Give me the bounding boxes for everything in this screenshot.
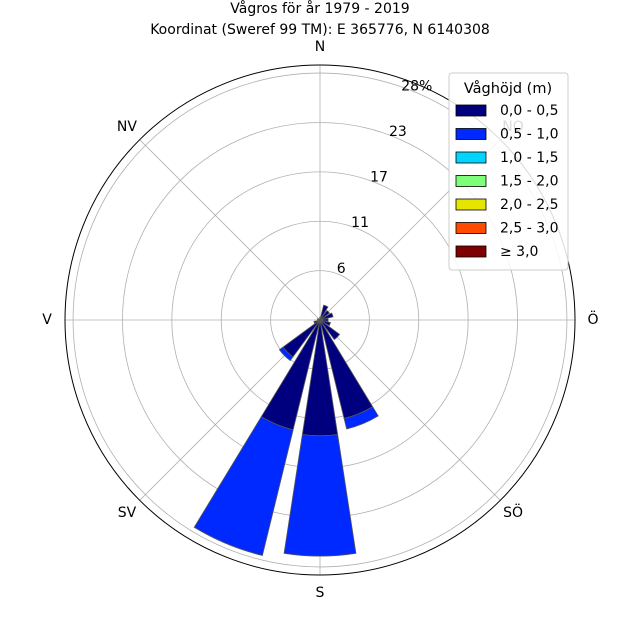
radial-tick-label: 6 bbox=[337, 261, 346, 277]
chart-subtitle: Koordinat (Sweref 99 TM): E 365776, N 61… bbox=[150, 22, 490, 38]
direction-label: SÖ bbox=[503, 503, 523, 521]
legend-items: 0,0 - 0,5 0,5 - 1,0 1,0 - 1,5 1,5 - 2,0 2,0 … bbox=[455, 103, 558, 260]
legend-swatch bbox=[455, 198, 487, 211]
grid-spoke bbox=[139, 139, 321, 321]
direction-label: V bbox=[42, 312, 52, 328]
direction-label: N bbox=[315, 39, 325, 55]
legend-label: 1,0 - 1,5 bbox=[500, 150, 558, 166]
legend-swatch bbox=[455, 104, 487, 117]
grid-spoke bbox=[319, 319, 501, 501]
radial-tick-label: 17 bbox=[370, 170, 388, 186]
direction-label: NV bbox=[117, 119, 137, 135]
radial-tick-labels: 6 11 17 23 28% bbox=[337, 78, 433, 276]
bar-segment bbox=[319, 318, 329, 322]
bar-segment bbox=[283, 434, 357, 557]
legend-swatch bbox=[455, 175, 487, 187]
direction-label: SV bbox=[118, 505, 137, 521]
bar-segment bbox=[193, 416, 294, 556]
legend: Våghöjd (m) 0,0 - 0,5 0,5 - 1,0 1,0 - 1,5 1… bbox=[448, 72, 569, 271]
direction-label: S bbox=[316, 585, 325, 601]
legend-swatch bbox=[455, 245, 487, 258]
legend-label: 0,0 - 0,5 bbox=[500, 103, 558, 119]
legend-label: 0,5 - 1,0 bbox=[500, 127, 558, 143]
legend-title: Våghöjd (m) bbox=[464, 80, 552, 97]
direction-labels: NNOÖSÖSSVVNV bbox=[42, 39, 598, 601]
legend-frame bbox=[448, 72, 569, 271]
bar-segment bbox=[319, 304, 329, 321]
outer-frame bbox=[64, 64, 576, 576]
chart-title: Vågros för år 1979 - 2019 bbox=[230, 0, 409, 17]
legend-label: 1,5 - 2,0 bbox=[500, 174, 558, 190]
radial-tick-label: 23 bbox=[389, 124, 407, 140]
legend-swatch bbox=[455, 222, 487, 234]
bars-layer bbox=[193, 304, 379, 557]
bar-segment bbox=[319, 319, 341, 341]
radial-tick-label: 28% bbox=[401, 78, 432, 94]
bar-segment bbox=[319, 319, 331, 327]
direction-label: Ö bbox=[587, 310, 598, 328]
bar-segment bbox=[313, 319, 321, 324]
legend-swatch bbox=[455, 151, 487, 164]
bar-segment bbox=[278, 346, 294, 362]
legend-label: 2,0 - 2,5 bbox=[500, 197, 558, 213]
legend-label: ≥ 3,0 bbox=[500, 244, 538, 260]
bar-segment bbox=[343, 406, 379, 430]
bar-segment bbox=[319, 310, 330, 321]
bar-segment bbox=[319, 312, 334, 321]
legend-label: 2,5 - 3,0 bbox=[500, 221, 558, 237]
radial-tick-label: 11 bbox=[351, 215, 369, 231]
legend-swatch bbox=[455, 128, 487, 140]
